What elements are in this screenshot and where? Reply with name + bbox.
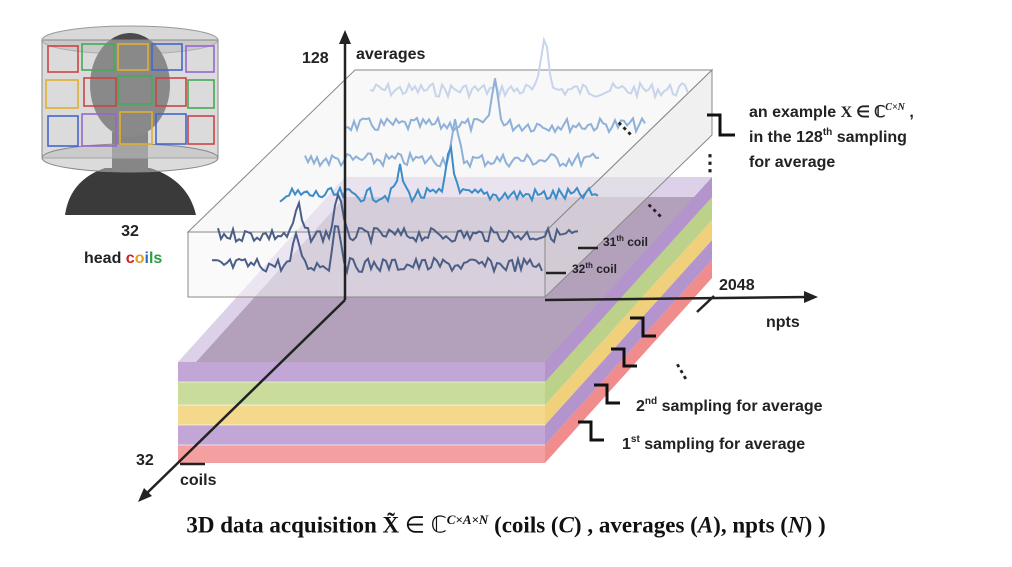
averages-axis-arrow — [339, 30, 351, 44]
example-line2-sup: th — [823, 127, 832, 138]
coil-31-number: 31 — [603, 235, 617, 249]
caption-rest2: ) , averages ( — [573, 512, 698, 538]
caption-a: A — [697, 512, 714, 538]
first-sampling-sup: st — [631, 434, 641, 445]
first-sampling-num: 1 — [622, 436, 631, 453]
example-line-3: for average — [749, 154, 835, 171]
example-line1-math: X ∈ ℂ — [841, 104, 886, 121]
ellipsis-samplings: ⋮ — [668, 357, 696, 386]
first-sampling-label: 1st sampling for average — [622, 434, 805, 453]
layer-marker-4 — [611, 347, 637, 368]
coil-31-suffix: coil — [624, 235, 648, 249]
head-coil-illustration — [41, 25, 219, 215]
example-marker — [707, 113, 735, 137]
second-sampling-text: sampling for average — [657, 398, 822, 415]
npts-axis-label: npts — [766, 314, 800, 331]
layer-marker-5 — [630, 316, 656, 338]
colored-coils-word: coils — [126, 250, 163, 267]
coil-31-label: 31th coil — [603, 234, 648, 249]
layer-marker-1 — [578, 420, 604, 442]
spectrum-trace — [344, 78, 646, 135]
coils-letter: o — [135, 250, 145, 267]
coils-letter: l — [149, 250, 153, 267]
caption-rest4: ) ) — [804, 512, 826, 538]
coil-32-sup: th — [585, 261, 593, 270]
coils-axis-label: coils — [180, 472, 217, 489]
layer-green — [178, 382, 545, 405]
npts-axis-arrow — [804, 291, 818, 303]
example-line-1: an example X ∈ ℂC×N , — [749, 102, 914, 121]
caption-rest1: (coils ( — [488, 512, 559, 538]
example-line1-sup: C×N — [885, 102, 905, 113]
second-sampling-label: 2nd sampling for average — [636, 396, 823, 415]
layer-red — [178, 445, 545, 463]
example-line1-prefix: an example — [749, 104, 841, 121]
figure-caption: 3D data acquisition X̃ ∈ ℂC×A×N (coils (… — [0, 512, 1012, 539]
caption-lead: 3D data acquisition — [186, 512, 383, 538]
head-label-prefix: head — [84, 250, 126, 267]
coils-max-label: 32 — [136, 452, 154, 469]
caption-n: N — [787, 512, 805, 538]
coil-32-label: 32th coil — [572, 261, 617, 276]
first-sampling-text: sampling for average — [640, 436, 805, 453]
caption-rest3: ), npts ( — [713, 512, 788, 538]
spectrum-trace — [279, 143, 599, 204]
example-line2-suffix: sampling — [832, 129, 907, 146]
spectrum-trace — [304, 119, 599, 170]
sampling-markers — [578, 113, 735, 442]
example-line-2: in the 128th sampling — [749, 127, 907, 146]
coils-letter: s — [153, 250, 162, 267]
caption-c: C — [558, 512, 574, 538]
npts-axis — [544, 295, 809, 302]
averages-max-label: 128 — [302, 50, 329, 67]
caption-in: ∈ ℂ — [399, 512, 447, 538]
layer-purple — [178, 425, 545, 445]
coils-letter: c — [126, 250, 135, 267]
layer-yellow — [178, 405, 545, 425]
spectrum-trace — [217, 191, 579, 246]
averages-axis-label: averages — [356, 46, 425, 63]
coil-32-number: 32 — [572, 262, 586, 276]
npts-max-tick — [696, 295, 715, 313]
npts-max-label: 2048 — [719, 277, 755, 294]
caption-sup: C×A×N — [446, 512, 489, 527]
layer-marker-2 — [594, 383, 620, 405]
coils-axis — [144, 299, 346, 496]
second-sampling-sup: nd — [645, 396, 657, 407]
spectrum-trace — [369, 36, 689, 101]
example-line1-suffix: , — [905, 104, 914, 121]
coils-letter: i — [144, 250, 148, 267]
axes — [138, 30, 818, 502]
caption-symbol: X̃ — [382, 512, 400, 538]
coil-32-suffix: coil — [593, 262, 617, 276]
example-line2-prefix: in the 128 — [749, 129, 823, 146]
coil-count: 32 — [121, 223, 139, 240]
spectra-group — [211, 36, 689, 276]
second-sampling-num: 2 — [636, 398, 645, 415]
spectrum-trace — [211, 224, 543, 276]
coils-axis-arrow — [138, 488, 152, 502]
head-shoulders — [65, 168, 196, 215]
coil-31-sup: th — [616, 234, 624, 243]
ellipsis-averages: ⋮ — [699, 150, 721, 175]
layer-purple-top — [178, 362, 545, 382]
head-coils-label: head coils — [84, 250, 162, 267]
